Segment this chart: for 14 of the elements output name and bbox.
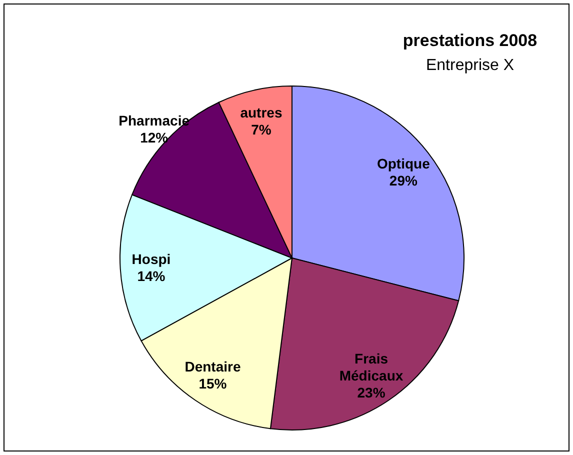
slice-label: Dentaire xyxy=(184,358,241,375)
data-label: 7% xyxy=(251,121,272,138)
data-label: 29% xyxy=(389,172,418,189)
data-label: 12% xyxy=(140,129,169,146)
data-label: 14% xyxy=(137,268,166,284)
data-label: 15% xyxy=(198,376,228,392)
slice-label: Frais Médicaux xyxy=(339,350,404,384)
slice-label: Pharmacie xyxy=(118,112,190,128)
data-label: 23% xyxy=(357,384,386,401)
slice-label: Optique xyxy=(377,156,430,172)
chart-subtitle: Entreprise X xyxy=(426,57,514,74)
slice-label: Hospi xyxy=(132,250,171,267)
chart-title: prestations 2008 xyxy=(402,31,538,50)
slice-label: autres xyxy=(240,104,282,120)
